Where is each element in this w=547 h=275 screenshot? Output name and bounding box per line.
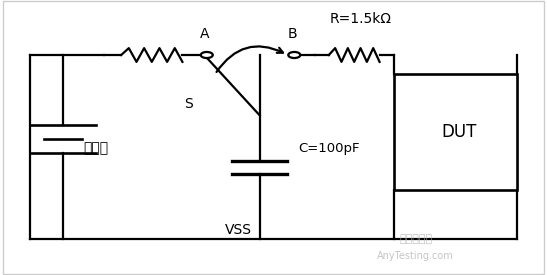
Bar bbox=[394, 74, 517, 190]
Text: B: B bbox=[288, 28, 298, 41]
Text: 嘉峪检测网: 嘉峪检测网 bbox=[399, 234, 432, 244]
Text: C=100pF: C=100pF bbox=[298, 142, 359, 155]
Text: R=1.5kΩ: R=1.5kΩ bbox=[330, 12, 392, 26]
Text: DUT: DUT bbox=[442, 123, 477, 141]
Circle shape bbox=[201, 52, 213, 58]
Text: S: S bbox=[184, 98, 193, 111]
Text: VSS: VSS bbox=[224, 223, 252, 236]
Text: AnyTesting.com: AnyTesting.com bbox=[377, 251, 454, 261]
Circle shape bbox=[288, 52, 300, 58]
Text: A: A bbox=[200, 28, 210, 41]
FancyArrowPatch shape bbox=[217, 46, 283, 72]
Text: 高压源: 高压源 bbox=[83, 142, 108, 155]
